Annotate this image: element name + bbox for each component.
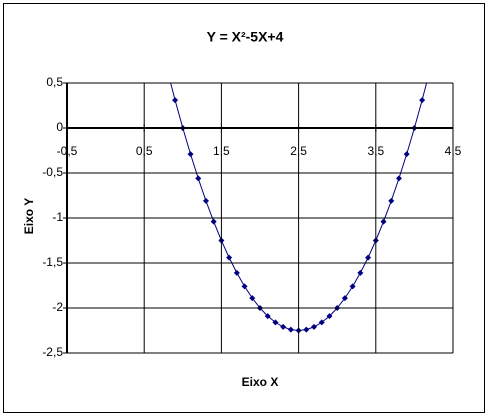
y-tick-label: 0,5: [46, 75, 63, 89]
data-point: [365, 254, 372, 261]
data-point: [357, 269, 364, 276]
y-tick-label: -2,5: [42, 345, 63, 359]
data-point: [287, 326, 294, 333]
data-point: [172, 97, 179, 104]
data-point: [311, 323, 318, 330]
data-point: [403, 151, 410, 158]
y-tick-label: -0,5: [42, 165, 63, 179]
data-point: [187, 151, 194, 158]
y-tick-label: -2: [52, 300, 63, 314]
data-point: [249, 295, 256, 302]
data-point: [210, 218, 217, 225]
x-axis-label: Eixo X: [242, 375, 279, 389]
data-point: [272, 319, 279, 326]
data-point: [226, 254, 233, 261]
data-point: [303, 326, 310, 333]
data-point: [233, 269, 240, 276]
y-tick-label: 0: [56, 120, 63, 134]
data-point: [241, 283, 248, 290]
data-point: [280, 323, 287, 330]
data-point: [195, 175, 202, 182]
y-axis-label: Eixo Y: [22, 198, 36, 234]
data-point: [202, 197, 209, 204]
y-tick-label: -1: [52, 210, 63, 224]
data-point: [388, 197, 395, 204]
y-tick-label: -1,5: [42, 255, 63, 269]
data-point: [419, 97, 426, 104]
data-point: [380, 218, 387, 225]
data-point: [349, 283, 356, 290]
data-point: [395, 175, 402, 182]
data-point: [318, 319, 325, 326]
data-point: [341, 295, 348, 302]
data-point: [264, 313, 271, 320]
chart-title: Y = X²-5X+4: [207, 29, 284, 45]
data-point: [326, 313, 333, 320]
